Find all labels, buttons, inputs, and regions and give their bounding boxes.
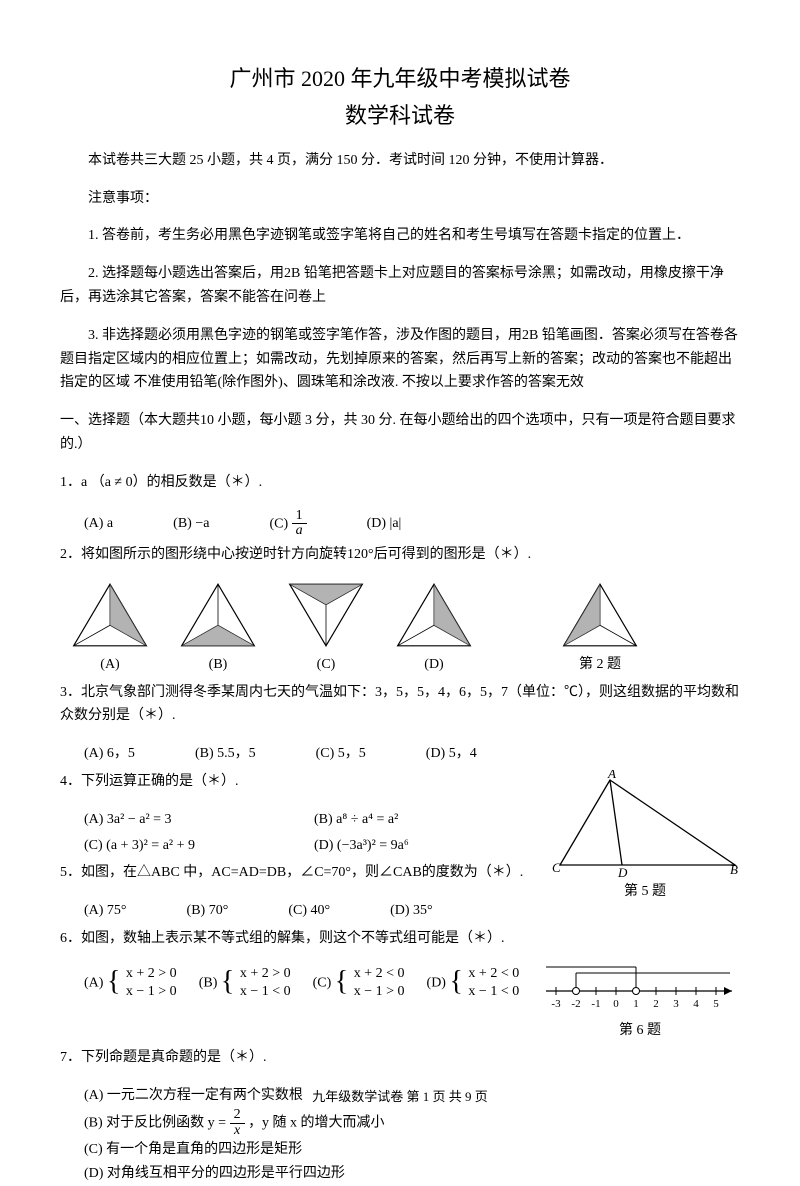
q6-d-lbl: (D): [427, 975, 446, 990]
q4-opt-b: (B) a⁸ ÷ a⁴ = a²: [314, 808, 544, 832]
q3-text: 3．北京气象部门测得冬季某周内七天的气温如下：3，5，5，4，6，5，7（单位：…: [60, 681, 740, 729]
q6-fig-label: 第 6 题: [540, 1019, 740, 1043]
q2-label-b: (B): [178, 653, 258, 677]
q6-opt-a: (A) { x + 2 > 0x − 1 > 0: [84, 965, 177, 1001]
fraction-icon: 2 x: [230, 1108, 245, 1138]
q7-opt-c: (C) 有一个角是直角的四边形是矩形: [84, 1138, 740, 1162]
q6-b-lbl: (B): [199, 975, 218, 990]
fraction-icon: 1 a: [292, 509, 307, 539]
q2-fig-d: (D): [394, 581, 474, 677]
title-line2: 数学科试卷: [60, 97, 740, 134]
q6-d-l1: x + 2 < 0: [468, 965, 519, 983]
q6-b-l1: x + 2 > 0: [240, 965, 291, 983]
svg-text:0: 0: [613, 998, 619, 1010]
q6-c-lbl: (C): [313, 975, 332, 990]
q2-fig-ref: 第 2 题: [560, 581, 640, 677]
q4-opt-d: (D) (−3a³)² = 9a⁶: [314, 834, 544, 858]
brace-icon: {: [449, 974, 462, 991]
page-footer: 九年级数学试卷 第 1 页 共 9 页: [0, 1086, 800, 1108]
q4-opt-a: (A) 3a² − a² = 3: [84, 808, 314, 832]
q6-b-l2: x − 1 < 0: [240, 983, 291, 1001]
q1-opt-d: (D) |a|: [367, 512, 402, 536]
q1-c-label: (C): [269, 516, 291, 531]
title-line1: 广州市 2020 年九年级中考模拟试卷: [60, 60, 740, 97]
q4-options: (A) 3a² − a² = 3 (B) a⁸ ÷ a⁴ = a² (C) (a…: [84, 808, 542, 858]
q1-opt-a: (A) a: [84, 512, 113, 536]
q3-options: (A) 6，5 (B) 5.5，5 (C) 5，5 (D) 5，4: [84, 742, 740, 766]
q6-d-l2: x − 1 < 0: [468, 983, 519, 1001]
brace-icon: {: [335, 974, 348, 991]
q1-opt-b: (B) −a: [173, 512, 209, 536]
q5-pt-d: D: [617, 865, 628, 880]
q6-opt-d: (D) { x + 2 < 0x − 1 < 0: [427, 965, 520, 1001]
q4-opt-c: (C) (a + 3)² = a² + 9: [84, 834, 314, 858]
q6-opt-b: (B) { x + 2 > 0x − 1 < 0: [199, 965, 291, 1001]
q3-opt-d: (D) 5，4: [426, 742, 477, 766]
q7-opt-b: (B) 对于反比例函数 y = 2 x ，y 随 x 的增大而减小: [84, 1108, 740, 1138]
q6-a-lbl: (A): [84, 975, 103, 990]
q7-b-num: 2: [230, 1108, 245, 1124]
intro-text: 本试卷共三大题 25 小题，共 4 页，满分 150 分．考试时间 120 分钟…: [60, 149, 740, 173]
q7-b-post: ，y 随 x 的增大而减小: [248, 1115, 385, 1130]
q5-pt-c: C: [552, 860, 561, 875]
q5-opt-a: (A) 75°: [84, 899, 127, 923]
notice-3: 3. 非选择题必须用黑色字迹的钢笔或签字笔作答，涉及作图的题目，用2B 铅笔画图…: [60, 324, 740, 395]
q2-figures: (A) (B) (C) (D) 第 2: [70, 581, 740, 677]
svg-text:3: 3: [673, 998, 679, 1010]
q2-ref-label: 第 2 题: [560, 653, 640, 677]
q3-opt-c: (C) 5，5: [316, 742, 366, 766]
q7-opt-d: (D) 对角线互相平分的四边形是平行四边形: [84, 1162, 740, 1186]
q1-c-num: 1: [292, 509, 307, 525]
notice-1: 1. 答卷前，考生务必用黑色字迹钢笔或签字笔将自己的姓名和考生号填写在答题卡指定…: [60, 224, 740, 248]
q6-figure: -3 -2 -1 0 1 2 3 4 5 第 6 题: [540, 959, 740, 1043]
q6-c-l1: x + 2 < 0: [354, 965, 405, 983]
svg-text:1: 1: [633, 998, 639, 1010]
notice-2: 2. 选择题每小题选出答案后，用2B 铅笔把答题卡上对应题目的答案标号涂黑；如需…: [60, 262, 740, 310]
q6-text: 6．如图，数轴上表示某不等式组的解集，则这个不等式组可能是（＊）.: [60, 927, 740, 951]
q2-label-c: (C): [286, 653, 366, 677]
section-1-title: 一、选择题（本大题共10 小题，每小题 3 分，共 30 分. 在每小题给出的四…: [60, 409, 740, 457]
svg-text:-1: -1: [591, 998, 600, 1010]
q5-opt-c: (C) 40°: [288, 899, 330, 923]
q6-a-l1: x + 2 > 0: [126, 965, 177, 983]
svg-text:4: 4: [693, 998, 699, 1010]
q7-b-pre: (B) 对于反比例函数 y =: [84, 1115, 230, 1130]
svg-text:-3: -3: [551, 998, 561, 1010]
q2-fig-a: (A): [70, 581, 150, 677]
brace-icon: {: [221, 974, 234, 991]
q5-figure: A C B D 第 5 题: [550, 770, 740, 904]
q3-opt-b: (B) 5.5，5: [195, 742, 256, 766]
q2-label-a: (A): [70, 653, 150, 677]
q2-label-d: (D): [394, 653, 474, 677]
svg-text:-2: -2: [571, 998, 580, 1010]
q6-opt-c: (C) { x + 2 < 0x − 1 > 0: [313, 965, 405, 1001]
brace-icon: {: [107, 974, 120, 991]
q7-text: 7．下列命题是真命题的是（＊）.: [60, 1046, 740, 1070]
svg-text:2: 2: [653, 998, 659, 1010]
q5-opt-d: (D) 35°: [390, 899, 433, 923]
q6-a-l2: x − 1 > 0: [126, 983, 177, 1001]
q1-text: 1．a （a ≠ 0）的相反数是（＊）.: [60, 471, 740, 495]
q5-pt-b: B: [730, 862, 738, 877]
q5-pt-a: A: [607, 770, 616, 781]
q5-fig-label: 第 5 题: [550, 880, 740, 904]
q5-opt-b: (B) 70°: [187, 899, 229, 923]
q2-fig-b: (B): [178, 581, 258, 677]
q5-options: (A) 75° (B) 70° (C) 40° (D) 35°: [84, 899, 542, 923]
q2-fig-c: (C): [286, 581, 366, 677]
q1-opt-c: (C) 1 a: [269, 509, 306, 539]
notice-label: 注意事项：: [60, 187, 740, 211]
q1-c-den: a: [292, 524, 307, 539]
q6-options: (A) { x + 2 > 0x − 1 > 0 (B) { x + 2 > 0…: [84, 965, 532, 1001]
q1-options: (A) a (B) −a (C) 1 a (D) |a|: [84, 509, 740, 539]
q3-opt-a: (A) 6，5: [84, 742, 135, 766]
q6-c-l2: x − 1 > 0: [354, 983, 405, 1001]
svg-text:5: 5: [713, 998, 719, 1010]
q7-b-den: x: [230, 1124, 245, 1139]
q2-text: 2．将如图所示的图形绕中心按逆时针方向旋转120°后可得到的图形是（＊）.: [60, 543, 740, 567]
